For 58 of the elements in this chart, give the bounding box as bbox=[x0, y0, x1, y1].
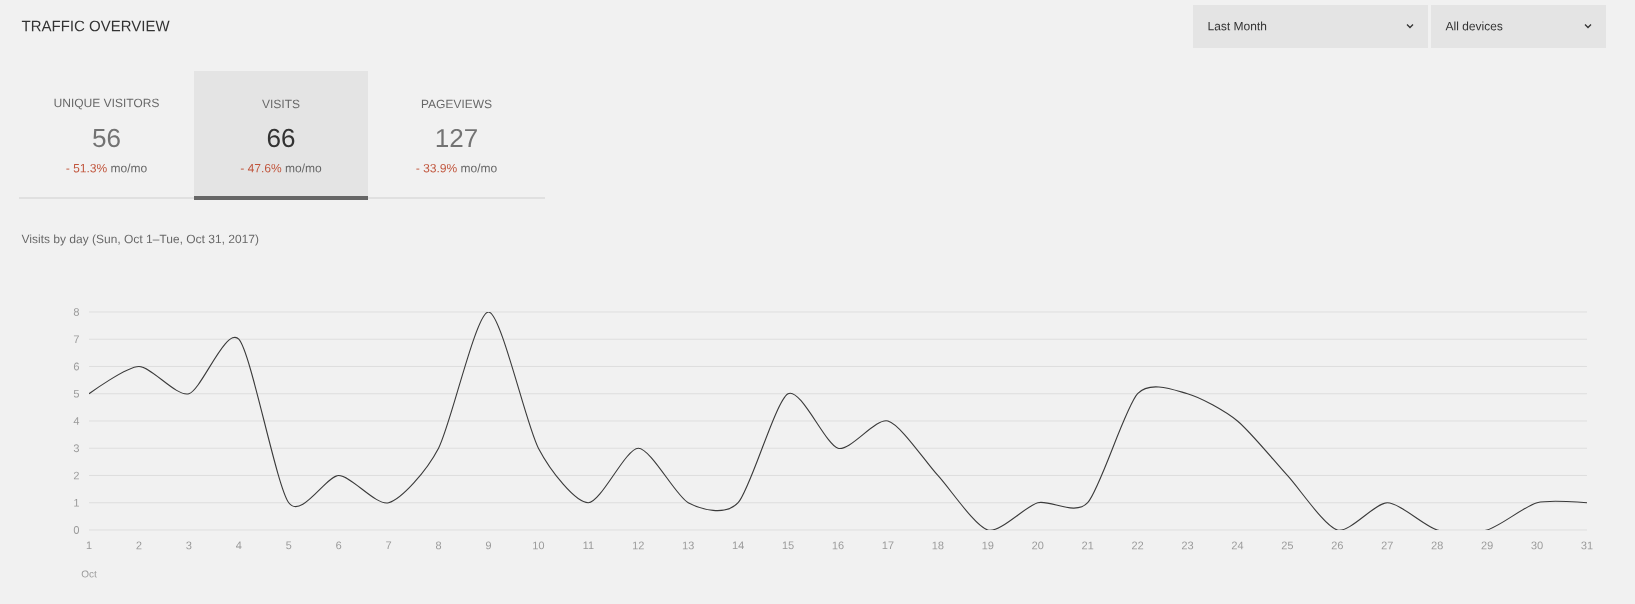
y-tick-label: 8 bbox=[73, 308, 79, 316]
x-tick-label: 14 bbox=[732, 541, 744, 550]
x-tick-label: 10 bbox=[533, 541, 545, 550]
x-tick-label: 2 bbox=[136, 541, 142, 550]
text: PAGEVIEWS bbox=[421, 99, 492, 109]
x-tick-label: 26 bbox=[1331, 541, 1343, 550]
x-tick-label: 17 bbox=[882, 541, 894, 550]
text: mo/mo bbox=[111, 163, 147, 173]
x-tick-label: 1 bbox=[86, 541, 92, 550]
text: - 47.6% bbox=[240, 163, 282, 173]
text: 56 bbox=[93, 128, 120, 148]
x-tick-label: 5 bbox=[286, 541, 292, 550]
x-tick-label: 16 bbox=[832, 541, 844, 550]
y-tick-label: 5 bbox=[73, 389, 80, 398]
text: mo/mo bbox=[285, 163, 322, 173]
y-tick-label: 4 bbox=[73, 417, 80, 425]
x-tick-label: 30 bbox=[1531, 541, 1543, 550]
y-tick-label: 0 bbox=[73, 526, 80, 534]
chart-subtitle: Visits by day (Sun, Oct 1–Tue, Oct 31, 2017) bbox=[21, 234, 259, 246]
x-tick-label: 20 bbox=[1032, 541, 1044, 550]
x-tick-label: 27 bbox=[1381, 541, 1393, 550]
y-tick-label: 1 bbox=[74, 498, 79, 507]
x-tick-label: 24 bbox=[1231, 541, 1244, 550]
text: VISITS bbox=[262, 99, 300, 109]
text: Oct bbox=[81, 570, 97, 578]
x-tick-label: 22 bbox=[1132, 541, 1144, 550]
x-tick-label: 4 bbox=[236, 541, 242, 550]
text: Last Month bbox=[1208, 21, 1267, 31]
y-tick-label: 6 bbox=[73, 362, 79, 371]
y-tick-label: 2 bbox=[73, 471, 79, 480]
text: UNIQUE VISITORS bbox=[54, 98, 159, 110]
text: 127 bbox=[436, 128, 477, 148]
text: All devices bbox=[1445, 21, 1503, 31]
x-tick-label: 19 bbox=[982, 541, 994, 550]
y-tick-label: 3 bbox=[73, 444, 79, 453]
x-tick-label: 23 bbox=[1181, 541, 1194, 550]
x-tick-label: 15 bbox=[782, 541, 794, 550]
x-tick-label: 11 bbox=[583, 541, 594, 550]
x-tick-label: 3 bbox=[186, 541, 192, 550]
line-series bbox=[89, 312, 1587, 530]
text: 66 bbox=[267, 128, 295, 148]
y-tick-label: 7 bbox=[73, 335, 79, 344]
x-tick-label: 13 bbox=[682, 541, 694, 550]
chart-title: TRAFFIC OVERVIEW bbox=[21, 20, 170, 32]
text: - 51.3% bbox=[66, 163, 107, 173]
text: - 33.9% bbox=[416, 163, 457, 173]
x-tick-label: 21 bbox=[1082, 541, 1094, 550]
x-tick-label: 18 bbox=[932, 541, 944, 550]
x-tick-label: 28 bbox=[1431, 541, 1443, 550]
x-tick-label: 12 bbox=[632, 541, 644, 550]
text: mo/mo bbox=[461, 163, 497, 173]
x-tick-label: 25 bbox=[1281, 541, 1294, 550]
x-tick-label: 6 bbox=[336, 541, 342, 550]
x-tick-label: 9 bbox=[485, 541, 492, 550]
x-tick-label: 8 bbox=[435, 541, 442, 550]
x-tick-label: 29 bbox=[1481, 541, 1493, 550]
x-tick-label: 7 bbox=[386, 541, 392, 550]
x-tick-label: 31 bbox=[1581, 541, 1593, 550]
